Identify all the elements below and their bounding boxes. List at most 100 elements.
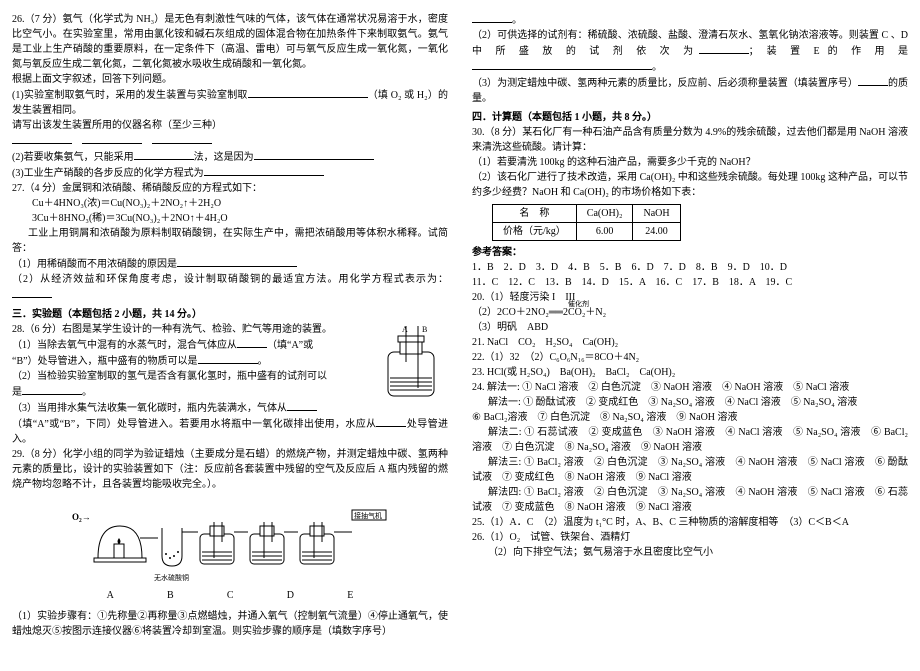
ans-20b-wrap: （2）2CO＋2NO₂══2CO₂＋N₂ 催化剂 [472,305,908,320]
blank [12,133,72,144]
q28-l2a: （2）当检验实验室制取的氢气是否含有氯化氢时，瓶中盛有的试剂可以 [12,371,327,382]
q26-line4: (2)若要收集氨气，只能采用 法，这是因为 [12,149,448,165]
q28-l3bt: （填“A”或“B”，下同）处导管进入。若要用水将瓶中一氧化碳排出使用，水应从 [12,419,376,430]
q27-body: 工业上用铜屑和浓硝酸为原料制取硝酸铜，在实际生产中，需把浓硝酸用等体积水稀释。试… [12,226,448,256]
ans-24: 24. 解法一: ① NaCl 溶液 ② 白色沉淀 ③ NaOH 溶液 ④ Na… [472,380,908,395]
ans-24f: 解法四: ① BaCl₂ 溶液 ② 白色沉淀 ③ Na₂SO₄ 溶液 ④ NaO… [472,485,908,515]
q26-line2a: (1)实验室制取氨气时，采用的发生装置与实验室制取 [12,90,248,101]
blank [237,337,267,348]
blank [152,133,212,144]
q29-l1: （1）实验步骤有：①先称量②再称量③点燃蜡烛，并通入氧气（控制氧气流量）④停止通… [12,609,448,639]
blank [198,353,258,364]
q29-l1t: （1）实验步骤有：①先称量②再称量③点燃蜡烛，并通入氧气（控制氧气流量）④停止通… [12,611,448,637]
price-h2: NaOH [633,205,680,223]
price-r0: 价格（元/kg） [493,223,577,241]
blank [699,43,749,54]
q29c-l1: 。 [472,12,908,28]
apparatus-labels: A B C D E [80,588,380,603]
right-column: 。 （2）可供选择的试剂有：稀硫酸、浓硫酸、盐酸、澄清石灰水、氢氧化钠浓溶液等。… [472,12,908,639]
q27-eq1: Cu＋4HNO₃(浓)＝Cu(NO₃)₂＋2NO₂↑＋2H₂O [32,196,448,211]
q28-l1b: （填“A”或 [267,340,313,351]
q30-l1: （1）若要清洗 100kg 的这种石油产品，需要多少千克的 NaOH？ [472,155,908,170]
ans-24c: ⑥ BaCl₂溶液 ⑦ 白色沉淀 ⑧ Na₂SO₄ 溶液 ⑨ NaOH 溶液 [472,410,908,425]
blank [12,287,52,298]
q26-line2: (1)实验室制取氨气时，采用的发生装置与实验室制取（填 O₂ 或 H₂）的发生装… [12,87,448,118]
blank [22,384,82,395]
q26-head: 26.（7 分）氨气（化学式为 NH₃）是无色有刺激性气味的气体，该气体在通常状… [12,12,448,72]
q26-line1: 根据上面文字叙述，回答下列问题。 [12,72,448,87]
ans-22: 22.（1）32 （2）C₆O₆N₁₆＝8CO＋4N₂ [472,350,908,365]
section4-title: 四．计算题（本题包括 1 小题，共 8 分。） [472,110,908,125]
blank [472,59,652,70]
svg-text:O₂→: O₂→ [72,512,91,522]
svg-text:接抽气机: 接抽气机 [354,511,382,520]
ans-23: 23. HCl(或 H₂SO₄) Ba(OH)₂ BaCl₂ Ca(OH)₂ [472,365,908,380]
label-c: C [227,588,234,603]
q28-l1ct: “B”）处导管进入，瓶中盛有的物质可以是 [12,356,198,367]
blank [177,256,297,267]
blank [82,133,142,144]
price-table: 名 称 Ca(OH)₂ NaOH 价格（元/kg） 6.00 24.00 [492,204,681,241]
price-h0: 名 称 [493,205,577,223]
label-d: D [287,588,294,603]
blank [248,87,368,98]
flask-diagram: A B [374,322,448,413]
ans-20b-anno: 催化剂 [568,299,589,310]
svg-text:A: A [402,325,408,334]
blank [134,149,194,160]
svg-text:无水硫酸铜: 无水硫酸铜 [154,573,189,582]
blank [204,165,324,176]
q28-l2bt: 是 [12,387,22,398]
q26-line4b: 法，这是因为 [194,152,254,163]
blank [287,400,317,411]
ans-24e: 解法三: ① BaCl₂ 溶液 ② 白色沉淀 ③ Na₂SO₄ 溶液 ④ NaO… [472,455,908,485]
q27-1t: （1）用稀硝酸而不用浓硝酸的原因是 [12,259,177,270]
q29c-l1a: （2）可供选择的试剂有：稀硫酸、浓硫酸、盐酸、澄清石灰水、氢氧化钠浓溶液等。则装… [472,28,908,59]
table-row: 名 称 Ca(OH)₂ NaOH [493,205,681,223]
answers-title: 参考答案： [472,245,908,260]
ans-26b: （2）向下排空气法；氨气易溶于水且密度比空气小 [472,545,908,560]
price-r2: 24.00 [633,223,680,241]
q30-l2: （2）该石化厂进行了技术改造，采用 Ca(OH)₂ 中和这些残余硫酸。每处理 1… [472,170,908,200]
left-column: 26.（7 分）氨气（化学式为 NH₃）是无色有刺激性气味的气体，该气体在通常状… [12,12,448,639]
q27-2t: （2）从经济效益和环保角度考虑，设计制取硝酸铜的最适宜方法。用化学方程式表示为： [12,274,448,285]
q29c-l1c: 。 [472,59,908,75]
ans-20: 20.（1）轻度污染 I III [472,290,908,305]
blank [858,75,888,86]
label-e: E [347,588,353,603]
q28-l1a: （1）当除去氧气中混有的水蒸气时，混合气体应从 [12,340,237,351]
price-h1: Ca(OH)₂ [576,205,633,223]
ans-24d: 解法二: ① 石蕊试液 ② 变成蓝色 ③ NaOH 溶液 ④ NaCl 溶液 ⑤… [472,425,908,455]
blank [254,149,374,160]
answers-block: 1．B 2．D 3．D 4．B 5．B 6．D 7．D 8．B 9．D 10．D… [472,260,908,560]
q28-l3a: （3）当用排水集气法收集一氧化碳时，瓶内先装满水，气体从 [12,403,287,414]
q29c-l2a: （3）为测定蜡烛中碳、氢两种元素的质量比，反应前、后必须称量装置（填装置序号） [472,78,858,89]
ans-1: 1．B 2．D 3．D 4．B 5．B 6．D 7．D 8．B 9．D 10．D [472,260,908,275]
price-r1: 6.00 [576,223,633,241]
q29-head: 29.（8 分）化学小组的同学为验证蜡烛（主要成分是石蜡）的燃烧产物，并测定蜡烛… [12,447,448,492]
svg-text:B: B [422,325,427,334]
q26-line5t: (3)工业生产硝酸的各步反应的化学方程式为 [12,168,204,179]
ans-11: 11．C 12．C 13．B 14．D 15．A 16．C 17．B 18．A … [472,275,908,290]
q27-head: 27.（4 分）金属铜和浓硝酸、稀硝酸反应的方程式如下： [12,181,448,196]
q26-line3t: 请写出该发生装置所用的仪器名称（至少三种） [12,120,222,131]
label-b: B [167,588,174,603]
q26-line3: 请写出该发生装置所用的仪器名称（至少三种） [12,118,448,133]
q27-eq2: 3Cu＋8HNO₃(稀)＝3Cu(NO₃)₂＋2NO↑＋4H₂O [32,211,448,226]
label-a: A [107,588,114,603]
q29c-l2: （3）为测定蜡烛中碳、氢两种元素的质量比，反应前、后必须称量装置（填装置序号）的… [472,75,908,106]
q27-2: （2）从经济效益和环保角度考虑，设计制取硝酸铜的最适宜方法。用化学方程式表示为： [12,272,448,303]
q26-line3u [12,133,448,149]
q26-line5: (3)工业生产硝酸的各步反应的化学方程式为 [12,165,448,181]
apparatus-diagram: O₂→ [12,498,448,603]
blank [472,12,512,23]
q30-head: 30.（8 分）某石化厂有一种石油产品含有质量分数为 4.9%的残余硫酸，过去他… [472,125,908,155]
page-two-column: 26.（7 分）氨气（化学式为 NH₃）是无色有刺激性气味的气体，该气体在通常状… [12,12,908,639]
table-row: 价格（元/kg） 6.00 24.00 [493,223,681,241]
ans-24b: 解法一: ① 酚酞试液 ② 变成红色 ③ Na₂SO₄ 溶液 ④ NaCl 溶液… [472,395,908,410]
section3-title: 三．实验题（本题包括 2 小题，共 14 分。） [12,307,448,322]
ans-26: 26.（1）O₂ 试管、铁架台、酒精灯 [472,530,908,545]
ans-20c: （3）明矾 ABD [472,320,908,335]
ans-21: 21. NaCl CO₂ H₂SO₄ Ca(OH)₂ [472,335,908,350]
q26-line4a: (2)若要收集氨气，只能采用 [12,152,134,163]
